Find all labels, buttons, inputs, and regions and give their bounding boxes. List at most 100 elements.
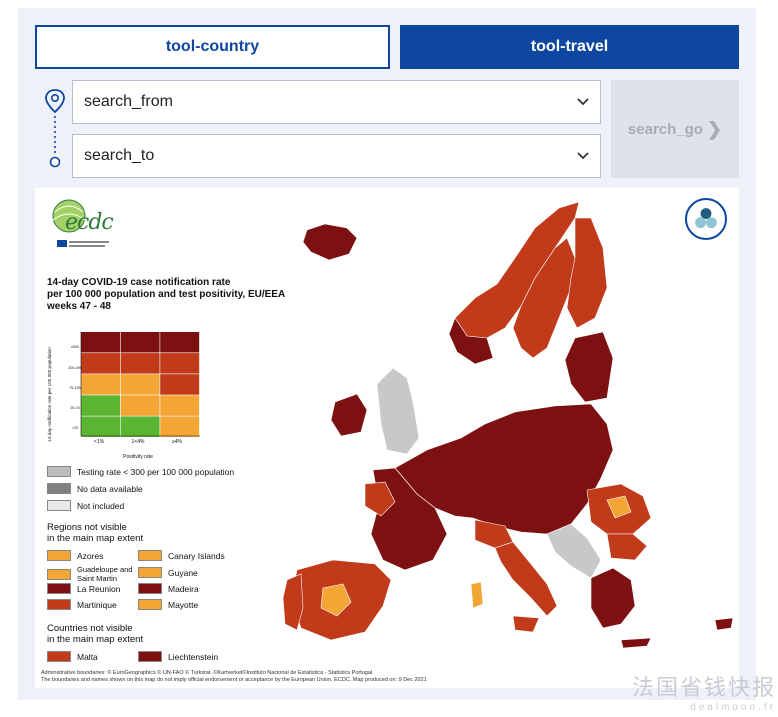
search-go-label: search_go [627, 120, 703, 138]
map-region-norway-west [448, 317, 494, 365]
matrix-x-tick: ≥4% [172, 439, 183, 445]
chevron-right-icon: ❯ [706, 118, 723, 139]
legend-region: Canary Islands [138, 550, 225, 561]
matrix-x-tick: 1<4% [132, 439, 145, 445]
legend-region: Martinique [47, 599, 117, 610]
map-region-baltics [564, 331, 614, 403]
search-from-select[interactable]: search_from [72, 80, 601, 124]
matrix-y-tick: ≥500 [71, 345, 79, 349]
ecdc-logo-icon [52, 199, 109, 247]
map-region-greece [590, 567, 636, 629]
matrix-cell [81, 416, 120, 437]
map-title-line: 14-day COVID-19 case notification rate [47, 277, 231, 288]
regions-heading-line: in the main map extent [47, 533, 144, 544]
tab-country[interactable]: tool-country [35, 25, 390, 69]
legend-testing-rate: Testing rate < 300 per 100 000 populatio… [47, 466, 234, 477]
matrix-y-axis-label: 14-day notification rate per 100 000 pop… [47, 347, 52, 442]
legend-label: Not included [77, 500, 125, 511]
countries-heading: Countries not visible in the main map ex… [47, 623, 247, 645]
ecdc-logo-text: ecdc [65, 210, 114, 235]
layers-toggle-button[interactable] [685, 198, 727, 240]
matrix-cell [120, 395, 160, 416]
legend-swatch [47, 568, 71, 580]
matrix-cell [120, 353, 160, 374]
credits-line: Administrative boundaries: © EuroGeograp… [41, 670, 374, 676]
matrix-cell [160, 395, 200, 416]
covid-map[interactable]: ecdc 14-day COVID-19 case notification r… [35, 188, 739, 688]
matrix-cell [160, 332, 200, 353]
chevron-down-icon [577, 98, 589, 106]
legend-swatch [47, 466, 71, 477]
search-to-value: search_to [84, 147, 155, 164]
map-credits: Administrative boundaries: © EuroGeograp… [41, 670, 427, 684]
legend-matrix: 14-day notification rate per 100 000 pop… [47, 332, 200, 460]
map-region-italy [494, 541, 558, 617]
regions-heading-line: Regions not visible [47, 522, 127, 533]
chevron-down-icon [577, 152, 589, 160]
legend-region: Guyane [138, 567, 198, 578]
map-region-iceland [302, 223, 358, 261]
map-region-sardinia [470, 581, 484, 609]
europe-map [282, 201, 734, 649]
legend-swatch [138, 567, 162, 578]
legend-swatch [138, 583, 162, 594]
map-region-balkans-west [546, 523, 602, 579]
legend-label: La Reunion [77, 583, 121, 594]
route-pin-icon [45, 89, 65, 168]
legend-swatch [47, 651, 71, 662]
map-region-ireland [330, 393, 368, 437]
map-region-sweden [512, 237, 576, 359]
legend-swatch [47, 483, 71, 494]
legend-region: Madeira [138, 583, 199, 594]
watermark: 法国省钱快报 dealmoon.fr [632, 670, 776, 713]
matrix-cell [81, 395, 120, 416]
countries-heading-line: in the main map extent [47, 634, 144, 645]
legend-swatch [47, 599, 71, 610]
tab-travel[interactable]: tool-travel [400, 25, 739, 69]
search-go-button[interactable]: search_go ❯ [611, 80, 739, 178]
legend-label: Azores [77, 550, 104, 561]
legend-label: Canary Islands [168, 550, 225, 561]
matrix-x-axis-label: Positivity rate [123, 454, 153, 460]
legend-not-included: Not included [47, 500, 124, 511]
matrix-cell [160, 416, 200, 437]
map-region-finland [566, 217, 608, 329]
map-region-cyprus [714, 617, 734, 631]
matrix-y-tick: 200-499 [68, 366, 81, 370]
matrix-cell [120, 416, 160, 437]
legend-label: No data available [77, 483, 143, 494]
map-title-line: weeks 47 - 48 [47, 301, 111, 312]
map-title-line: per 100 000 population and test positivi… [47, 289, 286, 300]
legend-region: Mayotte [138, 599, 198, 610]
legend-region: Guadeloupe and Saint Martin [47, 565, 137, 583]
matrix-y-tick: 25-74 [70, 406, 79, 410]
legend-no-data: No data available [47, 483, 143, 494]
matrix-cell [81, 374, 120, 395]
map-region-spain-center [320, 583, 352, 617]
search-to-select[interactable]: search_to [72, 134, 601, 178]
map-region-romania-yellow [606, 495, 632, 519]
matrix-x-tick: <1% [94, 439, 105, 445]
map-region-crete [620, 637, 652, 649]
credits-line: The boundaries and names shown on this m… [41, 677, 427, 683]
legend-label: Malta [77, 651, 98, 662]
matrix-cell [81, 332, 120, 353]
legend-swatch [47, 583, 71, 594]
legend-label: Liechtenstein [168, 651, 219, 662]
watermark-en: dealmoon.fr [690, 702, 776, 713]
legend-country: Liechtenstein [138, 651, 218, 662]
map-region-bulgaria [606, 533, 648, 561]
legend-swatch [138, 599, 162, 610]
legend-region: Azores [47, 550, 103, 561]
map-region-uk [376, 367, 420, 455]
regions-heading: Regions not visible in the main map exte… [47, 522, 247, 544]
legend-swatch [47, 550, 71, 561]
map-region-sicily [512, 615, 540, 633]
legend-region: La Reunion [47, 583, 120, 594]
legend-country: Malta [47, 651, 98, 662]
search-from-value: search_from [84, 93, 173, 110]
matrix-cell [160, 374, 200, 395]
legend-label: Martinique [77, 599, 117, 610]
map-region-france-west [364, 481, 396, 517]
countries-heading-line: Countries not visible [47, 623, 133, 634]
